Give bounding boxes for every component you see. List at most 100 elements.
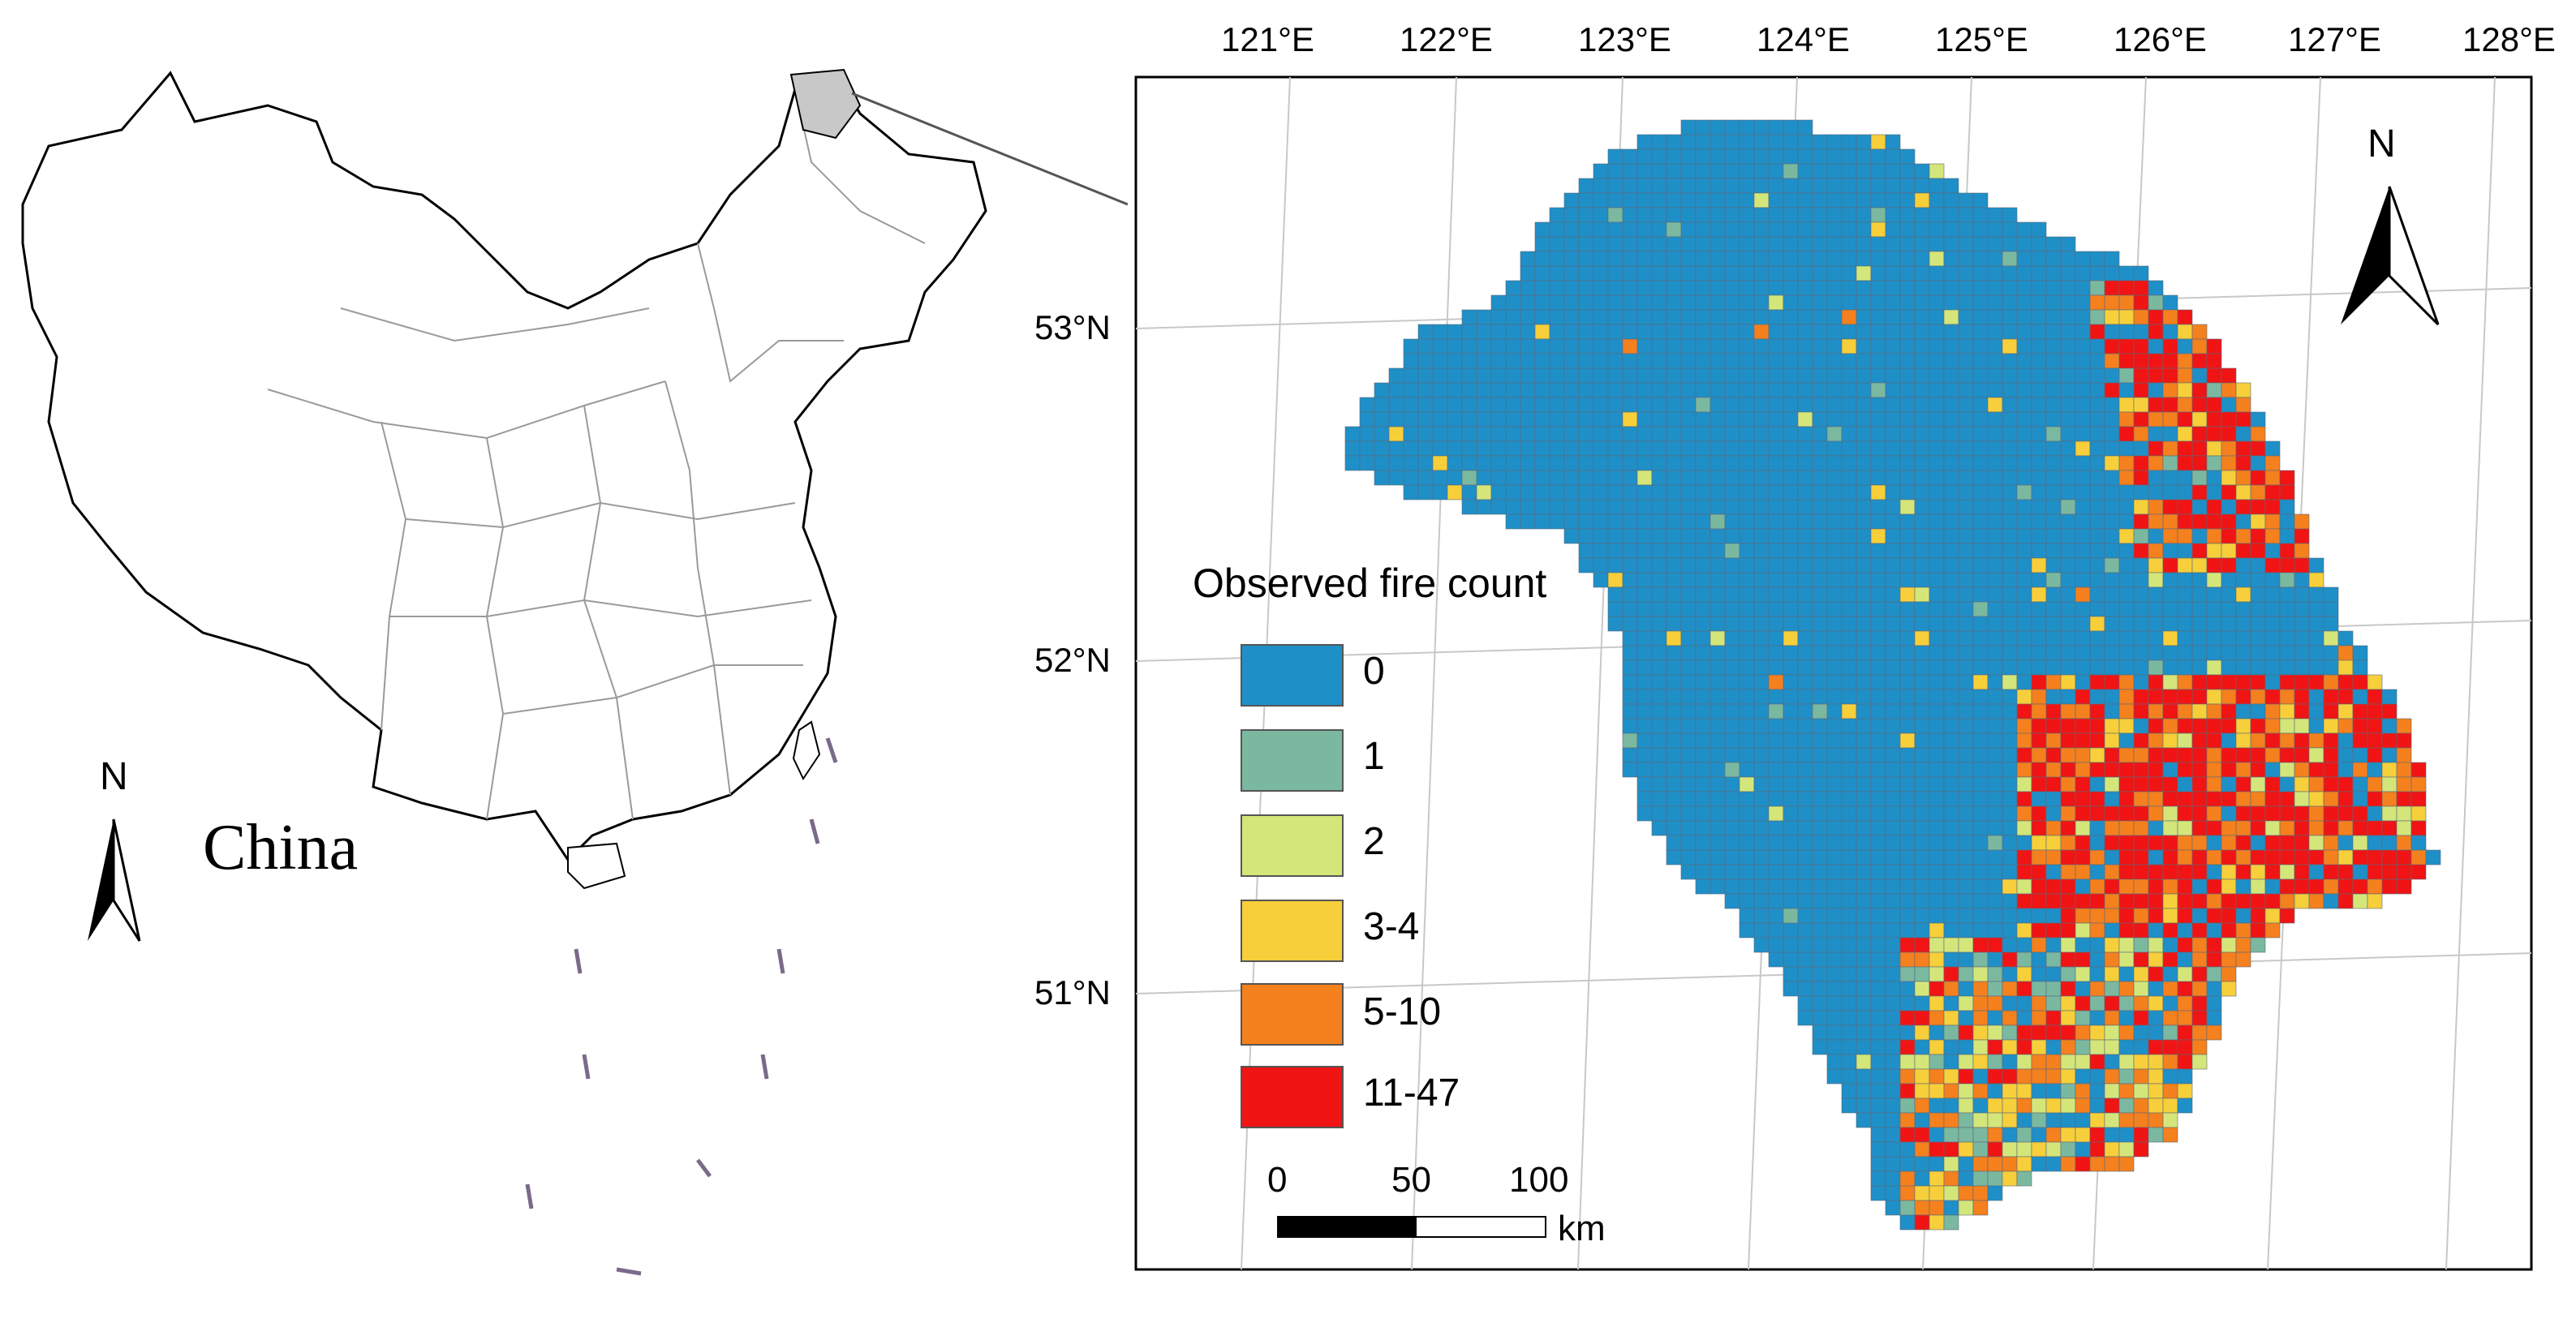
grid-cell <box>2294 659 2310 676</box>
grid-cell <box>2235 820 2251 836</box>
grid-cell <box>1651 645 1667 661</box>
grid-cell <box>1797 513 1813 530</box>
grid-cell <box>2162 703 2178 719</box>
grid-cell <box>1797 630 1813 646</box>
grid-cell <box>2323 893 2339 909</box>
grid-cell <box>1768 192 1784 208</box>
grid-cell <box>1417 484 1434 500</box>
grid-cell <box>2148 922 2164 939</box>
grid-cell <box>1651 280 1667 296</box>
grid-cell <box>2177 951 2193 968</box>
grid-cell <box>2148 791 2164 807</box>
grid-cell <box>1914 455 1930 471</box>
china-label: China <box>203 812 359 883</box>
grid-cell <box>2031 966 2047 982</box>
grid-cell <box>1987 937 2003 953</box>
grid-cell <box>1987 893 2003 909</box>
grid-cell <box>1739 849 1755 866</box>
grid-cell <box>1578 484 1594 500</box>
grid-cell <box>2060 659 2076 676</box>
grid-cell <box>1607 163 1623 179</box>
grid-cell <box>1695 835 1711 851</box>
china-overview-map: N China <box>0 0 1129 1319</box>
grid-cell <box>2031 1083 2047 1099</box>
grid-cell <box>1885 192 1901 208</box>
grid-cell <box>2133 966 2149 982</box>
grid-cell <box>1622 557 1638 573</box>
grid-cell <box>1520 265 1536 281</box>
grid-cell <box>1768 659 1784 676</box>
grid-cell <box>1636 192 1653 208</box>
grid-cell <box>1899 178 1916 194</box>
grid-cell <box>2308 762 2324 778</box>
grid-cell <box>1914 207 1930 223</box>
grid-cell <box>2323 820 2339 836</box>
grid-cell <box>1826 747 1843 763</box>
grid-cell <box>2089 820 2105 836</box>
grid-cell <box>1739 791 1755 807</box>
grid-cell <box>2060 513 2076 530</box>
grid-cell <box>2191 455 2208 471</box>
grid-cell <box>2264 893 2281 909</box>
grid-cell <box>2118 265 2135 281</box>
grid-cell <box>2221 645 2237 661</box>
grid-cell <box>1753 426 1770 442</box>
grid-cell <box>2104 995 2120 1012</box>
grid-cell <box>1476 309 1492 325</box>
grid-cell <box>1870 499 1886 515</box>
grid-cell <box>1797 294 1813 311</box>
grid-cell <box>1826 966 1843 982</box>
grid-cell <box>2294 864 2310 880</box>
grid-cell <box>1695 703 1711 719</box>
grid-cell <box>1929 1171 1945 1187</box>
grid-cell <box>2016 543 2032 559</box>
grid-cell <box>2221 470 2237 486</box>
grid-cell <box>1563 251 1580 267</box>
grid-cell <box>1972 426 1989 442</box>
grid-cell <box>1783 849 1799 866</box>
grid-cell <box>1651 616 1667 632</box>
grid-cell <box>1651 455 1667 471</box>
grid-cell <box>1914 440 1930 457</box>
grid-cell <box>1709 499 1726 515</box>
grid-cell <box>1914 353 1930 369</box>
grid-cell <box>1812 134 1828 150</box>
grid-cell <box>1870 966 1886 982</box>
grid-cell <box>1885 382 1901 398</box>
grid-cell <box>2279 718 2295 734</box>
grid-cell <box>1841 951 1857 968</box>
grid-cell <box>1768 251 1784 267</box>
grid-cell <box>1563 426 1580 442</box>
grid-cell <box>1943 1156 1959 1172</box>
grid-cell <box>1841 849 1857 866</box>
grid-cell <box>2162 1010 2178 1026</box>
grid-cell <box>1753 878 1770 895</box>
grid-cell <box>2060 309 2076 325</box>
grid-cell <box>2206 499 2222 515</box>
grid-cell <box>1972 543 1989 559</box>
grid-cell <box>1563 367 1580 384</box>
grid-cell <box>2177 367 2193 384</box>
grid-cell <box>2323 849 2339 866</box>
grid-cell <box>1724 353 1740 369</box>
grid-cell <box>1622 747 1638 763</box>
grid-cell <box>2104 1039 2120 1055</box>
grid-cell <box>1739 908 1755 924</box>
grid-cell <box>2045 1141 2062 1158</box>
grid-cell <box>1797 586 1813 603</box>
grid-cell <box>2177 922 2193 939</box>
grid-cell <box>1856 616 1872 632</box>
grid-cell <box>1709 820 1726 836</box>
grid-cell <box>1856 922 1872 939</box>
grid-cell <box>2031 791 2047 807</box>
grid-cell <box>1636 805 1653 822</box>
grid-cell <box>2133 849 2149 866</box>
grid-cell <box>1520 411 1536 427</box>
grid-cell <box>1651 659 1667 676</box>
grid-cell <box>2104 732 2120 749</box>
grid-cell <box>1958 747 1974 763</box>
grid-cell <box>1797 864 1813 880</box>
grid-cell <box>1899 382 1916 398</box>
grid-cell <box>1680 645 1697 661</box>
grid-cell <box>1724 265 1740 281</box>
